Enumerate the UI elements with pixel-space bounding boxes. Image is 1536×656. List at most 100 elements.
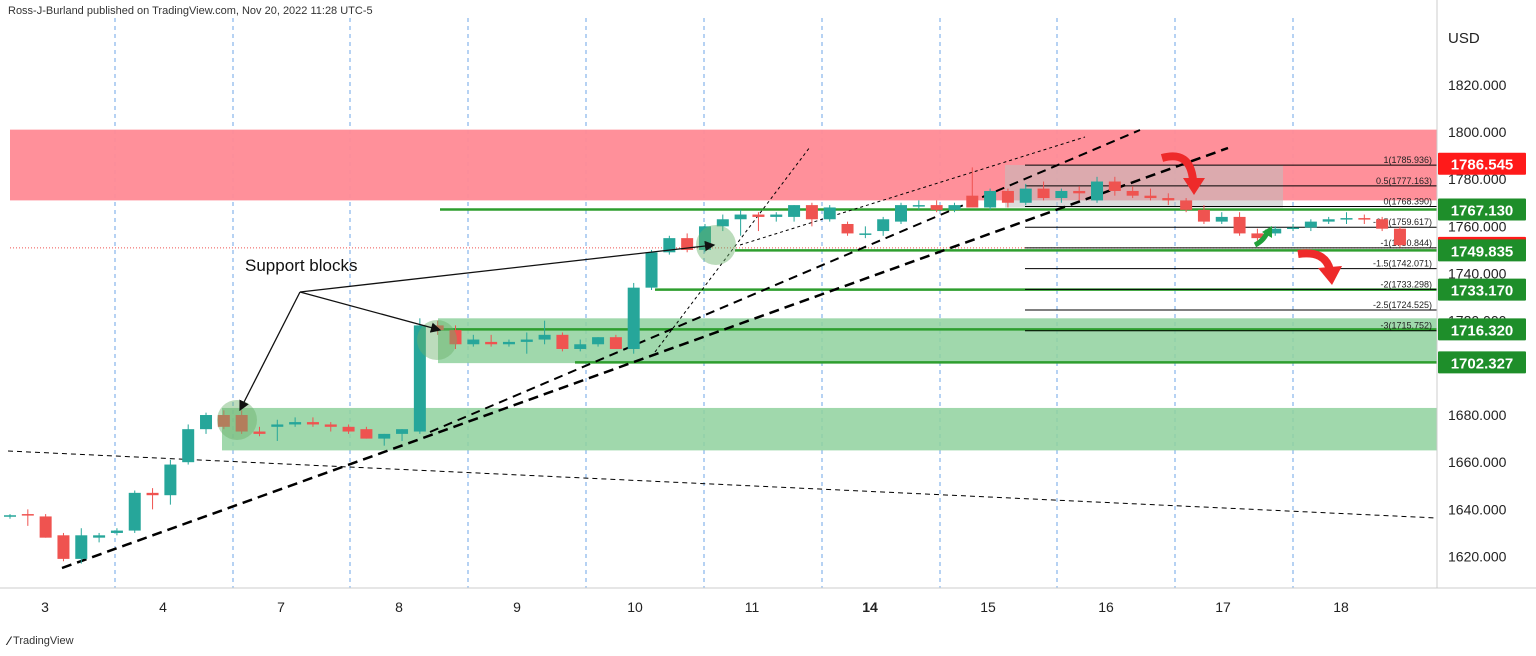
candle-23[interactable] [413,318,426,434]
x-tick-3: 8 [395,599,403,615]
price-badge-5[interactable]: 1716.320 [1438,318,1526,341]
candle-64[interactable] [1144,188,1157,201]
candle-46[interactable] [823,205,836,222]
candle-19[interactable] [342,424,355,434]
candle-68[interactable] [1215,212,1228,224]
candle-28[interactable] [502,339,515,347]
candle-18[interactable] [324,422,337,432]
candle-12[interactable] [217,410,230,430]
candle-71[interactable] [1269,226,1282,236]
candle-50[interactable] [895,202,907,224]
candle-52[interactable] [930,200,943,213]
candle-74[interactable] [1322,216,1335,224]
candle-58[interactable] [1037,181,1050,201]
candle-body [164,464,177,496]
candle-15[interactable] [271,419,284,441]
candle-48[interactable] [859,226,872,239]
price-badge-4[interactable]: 1733.170 [1438,278,1526,301]
candle-1[interactable] [21,509,34,526]
candle-63[interactable] [1126,186,1139,199]
price-badge-0[interactable]: 1786.545 [1438,152,1526,175]
candle-2[interactable] [39,514,52,538]
candle-3[interactable] [57,532,70,562]
candle-40[interactable] [716,214,729,232]
candle-41[interactable] [734,209,747,236]
candle-37[interactable] [663,235,676,255]
candle-59[interactable] [1055,188,1068,203]
candle-77[interactable] [1376,216,1389,232]
price-badge-6[interactable]: 1702.327 [1438,351,1526,374]
candle-57[interactable] [1019,183,1032,206]
candle-26[interactable] [467,334,480,347]
fib-label-8: -3(1715.752) [1380,321,1432,331]
candle-30[interactable] [538,320,551,345]
candle-76[interactable] [1358,214,1371,224]
candle-51[interactable] [912,200,925,210]
candle-33[interactable] [592,337,605,347]
candle-13[interactable] [235,410,248,434]
candle-34[interactable] [609,334,622,349]
price-badge-1[interactable]: 1767.130 [1438,198,1526,221]
candle-78[interactable] [1393,226,1406,248]
footer-brand: TradingView [13,635,74,647]
candle-11[interactable] [200,412,213,434]
candle-8[interactable] [146,488,159,510]
candle-60[interactable] [1073,186,1086,201]
candle-body [360,429,373,439]
candle-42[interactable] [752,212,765,232]
candle-4[interactable] [75,528,88,564]
candle-body [413,325,426,432]
price-axis[interactable]: USD1620.0001640.0001660.0001680.0001700.… [1436,0,1526,588]
candle-38[interactable] [681,233,694,253]
candle-21[interactable] [378,433,391,446]
candle-65[interactable] [1162,193,1175,206]
candle-61[interactable] [1091,176,1104,203]
x-tick-11: 18 [1333,599,1349,615]
candle-29[interactable] [520,332,533,354]
price-badge-3[interactable]: 1749.835 [1438,239,1526,262]
candle-70[interactable] [1251,228,1264,241]
candle-9[interactable] [164,459,177,505]
candle-14[interactable] [253,426,266,437]
candle-36[interactable] [645,249,658,291]
candle-75[interactable] [1340,212,1353,224]
candle-49[interactable] [877,216,890,236]
candle-6[interactable] [110,528,123,536]
candle-0[interactable] [4,514,16,519]
candle-56[interactable] [1001,188,1014,208]
candle-5[interactable] [93,532,106,543]
candle-62[interactable] [1108,176,1121,196]
candle-69[interactable] [1233,212,1246,236]
candle-73[interactable] [1304,219,1317,232]
trendline-lower [61,146,1229,570]
support-highlight-circle-0 [217,400,257,440]
x-tick-0: 3 [41,599,49,615]
candle-22[interactable] [396,429,409,441]
candles-layer[interactable] [4,167,1406,564]
candle-25[interactable] [449,325,462,349]
candle-43[interactable] [770,212,783,222]
support-arrow-1 [299,291,442,333]
candle-66[interactable] [1180,198,1193,213]
candle-44[interactable] [788,205,801,222]
candle-16[interactable] [289,417,302,427]
candle-32[interactable] [574,339,587,352]
candle-17[interactable] [306,417,319,427]
candle-body [342,426,355,432]
candle-55[interactable] [984,188,997,210]
candle-27[interactable] [485,334,498,347]
candle-47[interactable] [841,221,854,236]
price-badge-text: 1716.320 [1451,322,1514,339]
candle-31[interactable] [556,332,569,352]
candle-35[interactable] [627,282,640,354]
candle-53[interactable] [948,202,961,213]
candle-7[interactable] [128,490,141,533]
candle-45[interactable] [805,202,818,227]
time-axis[interactable]: 3 4 7 8 9 10 11 14 15 16 17 18 [0,587,1536,615]
candle-20[interactable] [360,426,373,439]
candle-72[interactable] [1287,223,1300,232]
candle-67[interactable] [1197,205,1210,224]
candle-54[interactable] [966,167,979,208]
candle-10[interactable] [182,424,195,465]
